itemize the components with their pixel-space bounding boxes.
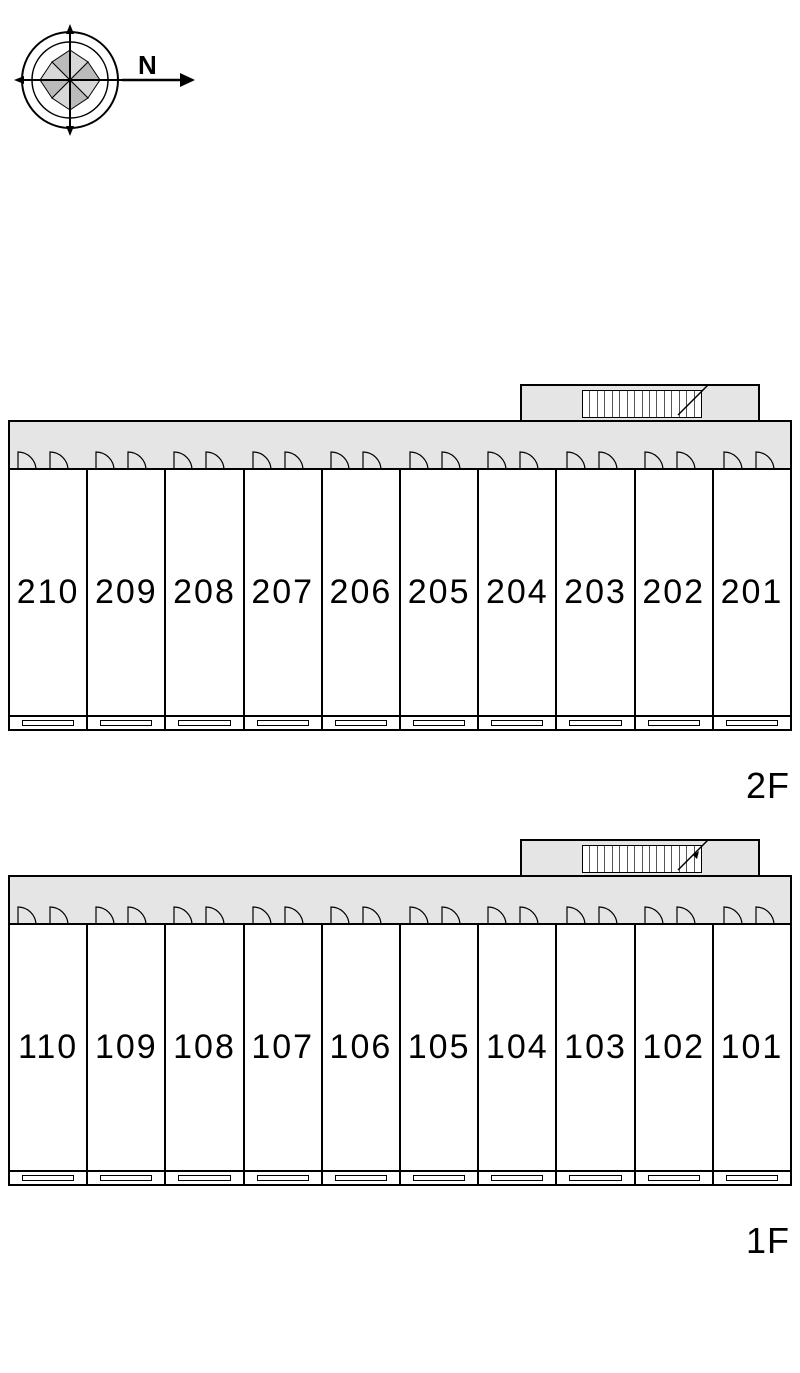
building-2f: 210 209 208 207 206 205 204 203 202 201: [8, 420, 792, 731]
unit-205: 205: [401, 470, 479, 715]
unit-105: 105: [401, 925, 479, 1170]
unit-210: 210: [10, 470, 88, 715]
unit-label: 205: [408, 573, 471, 612]
unit-label: 104: [486, 1028, 549, 1067]
unit-208: 208: [166, 470, 244, 715]
unit-109: 109: [88, 925, 166, 1170]
unit-label: 203: [564, 573, 627, 612]
unit-103: 103: [557, 925, 635, 1170]
unit-110: 110: [10, 925, 88, 1170]
unit-207: 207: [245, 470, 323, 715]
unit-label: 108: [173, 1028, 236, 1067]
unit-label: 210: [17, 573, 80, 612]
unit-108: 108: [166, 925, 244, 1170]
building-1f: 110 109 108 107 106 105 104 103 102 101: [8, 875, 792, 1186]
unit-label: 110: [18, 1028, 78, 1067]
compass-svg: N: [10, 20, 210, 140]
doors-svg-2f: [10, 422, 794, 470]
unit-label: 107: [251, 1028, 314, 1067]
unit-label: 209: [95, 573, 158, 612]
unit-102: 102: [636, 925, 714, 1170]
unit-label: 109: [95, 1028, 158, 1067]
unit-107: 107: [245, 925, 323, 1170]
unit-label: 201: [721, 573, 784, 612]
unit-106: 106: [323, 925, 401, 1170]
floor-block-2f: 210 209 208 207 206 205 204 203 202 201: [8, 420, 792, 731]
unit-label: 101: [721, 1028, 784, 1067]
unit-label: 103: [564, 1028, 627, 1067]
unit-101: 101: [714, 925, 790, 1170]
unit-206: 206: [323, 470, 401, 715]
unit-104: 104: [479, 925, 557, 1170]
balcony-strip-2f: [10, 715, 790, 729]
unit-label: 204: [486, 573, 549, 612]
unit-209: 209: [88, 470, 166, 715]
floor-label-2f: 2F: [746, 765, 790, 807]
doors-svg-1f: [10, 877, 794, 925]
unit-203: 203: [557, 470, 635, 715]
unit-label: 202: [642, 573, 705, 612]
unit-label: 207: [251, 573, 314, 612]
corridor-2f: [10, 422, 790, 470]
unit-label: 208: [173, 573, 236, 612]
unit-202: 202: [636, 470, 714, 715]
unit-201: 201: [714, 470, 790, 715]
units-row-1f: 110 109 108 107 106 105 104 103 102 101: [10, 925, 790, 1170]
unit-204: 204: [479, 470, 557, 715]
compass: N: [10, 20, 210, 140]
unit-label: 206: [330, 573, 393, 612]
unit-label: 105: [408, 1028, 471, 1067]
unit-label: 106: [330, 1028, 393, 1067]
floor-block-1f: 110 109 108 107 106 105 104 103 102 101: [8, 875, 792, 1186]
unit-label: 102: [642, 1028, 705, 1067]
corridor-1f: [10, 877, 790, 925]
stair-box-1f: [520, 839, 760, 875]
units-row-2f: 210 209 208 207 206 205 204 203 202 201: [10, 470, 790, 715]
compass-n-label: N: [138, 50, 157, 80]
stair-box-2f: [520, 384, 760, 420]
floor-label-1f: 1F: [746, 1220, 790, 1262]
balcony-strip-1f: [10, 1170, 790, 1184]
